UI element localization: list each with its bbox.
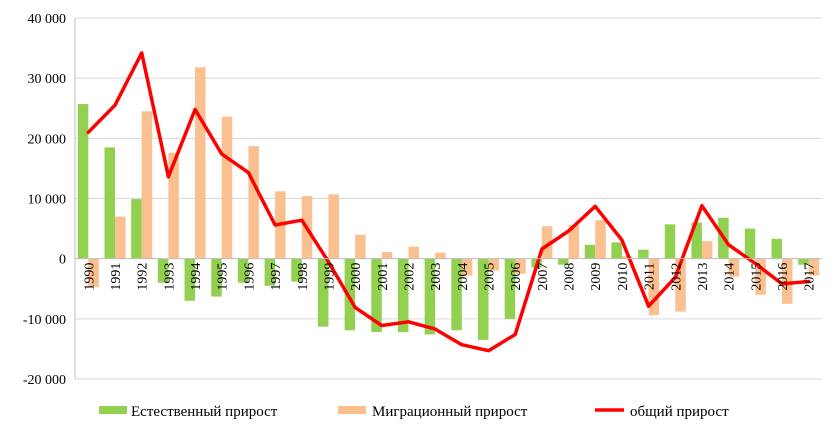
migration-growth-bar-1993 (168, 152, 179, 259)
x-tick-label: 2011 (643, 263, 658, 290)
natural-growth-bar-2011 (638, 249, 649, 259)
y-axis: 40 000 30 000 20 000 10 000 0 -10 000 -20 000 (23, 12, 76, 388)
y-tick-label: 0 (59, 253, 66, 268)
natural-growth-bar-1994 (184, 258, 196, 301)
y-tick-label: 10 000 (28, 193, 67, 208)
migration-growth-bar-2002 (408, 246, 419, 259)
x-tick-label: 1992 (136, 263, 151, 291)
x-tick-label: 2001 (376, 263, 391, 291)
migration-growth-bar-2017 (808, 258, 820, 276)
natural-growth-bar-2001 (371, 258, 382, 333)
natural-growth-bar-2012 (664, 224, 676, 259)
natural-growth-bar-2017 (798, 258, 809, 265)
bars (77, 67, 820, 340)
x-tick-label: 1991 (109, 263, 124, 291)
migration-growth-bar-2013 (701, 241, 713, 259)
natural-growth-bar-1999 (317, 258, 329, 327)
natural-growth-bar-2016 (771, 238, 782, 259)
x-tick-label: 2015 (749, 263, 764, 291)
x-tick-label: 2010 (616, 263, 631, 291)
y-tick-label: -10 000 (23, 313, 66, 328)
migration-growth-bar-2004 (461, 258, 473, 276)
migration-growth-bar-2016 (781, 258, 793, 304)
x-tick-label: 1999 (322, 263, 337, 291)
natural-growth-bar-1990 (77, 104, 89, 259)
migration-growth-bar-2003 (435, 252, 446, 259)
migration-growth-bar-2006 (515, 258, 526, 274)
migration-growth-bar-2009 (595, 220, 606, 259)
x-tick-label: 1990 (82, 263, 97, 291)
migration-growth-bar-1994 (195, 67, 206, 259)
migration-growth-bar-2001 (381, 252, 393, 259)
natural-growth-bar-2000 (344, 258, 356, 331)
migration-growth-bar-2000 (355, 234, 366, 259)
x-tick-label: 2005 (483, 263, 498, 291)
x-axis: 1990 1991 1992 1993 1994 1995 1996 1997 1998 1999… (75, 258, 822, 291)
x-tick-label: 2012 (669, 263, 684, 291)
natural-growth-bar-1991 (104, 147, 116, 259)
migration-growth-bar-2005 (488, 258, 500, 271)
x-tick-label: 2002 (402, 263, 417, 291)
legend: Естественный прирост Миграционный прирост… (99, 404, 729, 420)
migration-growth-bar-2011 (648, 258, 660, 316)
x-tick-label: 1997 (269, 263, 284, 291)
natural-growth-bar-1996 (237, 258, 249, 283)
natural-growth-bar-2006 (504, 258, 516, 319)
migration-growth-bar-1995 (221, 116, 233, 259)
y-tick-label: 30 000 (28, 72, 67, 87)
x-tick-label: 1996 (242, 263, 257, 291)
x-tick-label: 1995 (216, 263, 231, 291)
migration-growth-bar-1996 (248, 146, 259, 259)
x-tick-label: 2009 (589, 263, 604, 291)
natural-growth-bar-2013 (691, 222, 702, 259)
natural-growth-bar-2003 (424, 258, 436, 335)
migration-growth-bar-1999 (328, 194, 339, 259)
x-tick-label: 2004 (456, 263, 471, 291)
x-tick-label: 1998 (296, 263, 311, 291)
natural-growth-bar-2010 (611, 242, 622, 259)
y-tick-label: 40 000 (28, 12, 67, 27)
total-growth-line (86, 51, 811, 353)
natural-growth-bar-1998 (291, 258, 302, 282)
legend-natural-swatch (99, 406, 127, 414)
natural-growth-bar-1993 (157, 258, 169, 283)
legend-total-label: общий прирост (630, 404, 729, 420)
migration-growth-bar-2014 (728, 258, 740, 277)
natural-growth-bar-1992 (131, 199, 142, 259)
natural-growth-bar-1995 (211, 258, 222, 297)
legend-natural-label: Естественный прирост (131, 404, 278, 420)
legend-migration-swatch (338, 406, 366, 414)
natural-growth-bar-2015 (744, 228, 756, 259)
x-tick-label: 2017 (803, 263, 818, 291)
total-line (86, 51, 811, 353)
migration-growth-bar-1990 (88, 258, 99, 287)
x-tick-label: 2016 (776, 263, 791, 291)
migration-growth-bar-2008 (568, 224, 580, 259)
y-tick-label: 20 000 (28, 132, 67, 147)
natural-growth-bar-2002 (397, 258, 409, 333)
x-tick-label: 2006 (509, 263, 524, 291)
migration-growth-bar-1992 (141, 111, 153, 259)
y-tick-label: -20 000 (23, 373, 66, 388)
x-tick-label: 1993 (162, 263, 177, 291)
x-tick-label: 2003 (429, 263, 444, 291)
natural-growth-bar-2004 (451, 258, 462, 331)
natural-growth-bar-1997 (264, 258, 276, 286)
gridlines (75, 17, 822, 380)
x-tick-label: 2013 (696, 263, 711, 291)
migration-growth-bar-2007 (541, 226, 553, 259)
x-tick-label: 2014 (723, 263, 738, 291)
migration-growth-bar-1991 (115, 216, 126, 259)
natural-growth-bar-2009 (584, 244, 596, 259)
x-tick-label: 1994 (189, 263, 204, 291)
migration-growth-bar-2012 (675, 258, 686, 312)
x-tick-label: 2008 (563, 263, 578, 291)
natural-growth-bar-2008 (558, 258, 569, 265)
x-tick-label: 2007 (536, 263, 551, 291)
x-tick-label: 2000 (349, 263, 364, 291)
legend-migration-label: Миграционный прирост (372, 404, 528, 420)
natural-growth-bar-2005 (478, 258, 489, 340)
migration-growth-bar-2015 (755, 258, 766, 295)
